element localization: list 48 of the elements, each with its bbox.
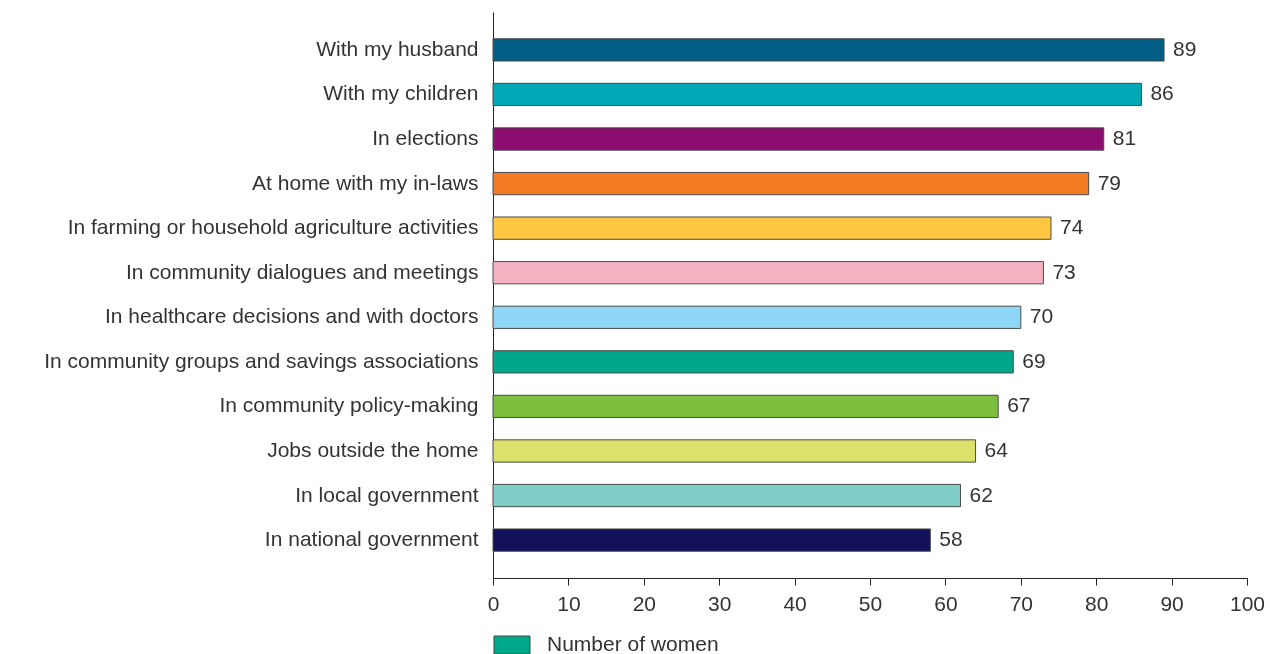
x-tick-label: 0	[487, 591, 500, 615]
bar	[492, 171, 1090, 196]
y-tick-label: In elections	[372, 126, 479, 150]
bar	[492, 38, 1165, 62]
y-tick-label: In local government	[295, 482, 479, 506]
data-label: 70	[1029, 304, 1054, 328]
x-tick-label: 80	[1085, 591, 1109, 615]
data-label: 89	[1173, 36, 1197, 60]
x-tick-label: 90	[1160, 591, 1184, 615]
x-tick-label: 40	[783, 591, 807, 615]
y-tick-label: In community dialogues and meetings	[125, 259, 479, 283]
y-tick-label: In community policy-making	[219, 393, 479, 417]
y-tick-label: In national government	[264, 527, 479, 551]
data-label: 79	[1097, 170, 1122, 194]
data-label: 81	[1112, 126, 1137, 150]
bar	[492, 350, 1014, 374]
x-tick-label: 30	[708, 591, 732, 615]
bar	[492, 216, 1052, 240]
data-label: 64	[984, 437, 1009, 461]
x-tick-label: 50	[858, 591, 883, 615]
y-tick-label: In community groups and savings associations	[44, 348, 479, 372]
bar	[492, 261, 1044, 285]
bar	[492, 82, 1142, 107]
y-tick-label: In farming or household agriculture activities	[67, 215, 479, 239]
data-label: 86	[1150, 81, 1174, 105]
bar	[492, 483, 961, 508]
bar	[492, 439, 977, 463]
data-label: 58	[939, 527, 963, 551]
data-label: 73	[1052, 259, 1076, 283]
y-tick-label: Jobs outside the home	[267, 437, 479, 461]
y-tick-label: In healthcare decisions and with doctors	[104, 304, 479, 328]
data-label: 62	[969, 482, 993, 506]
bar	[492, 528, 931, 552]
data-label: 74	[1059, 215, 1084, 239]
bar	[492, 305, 1022, 329]
data-label: 69	[1022, 348, 1046, 372]
x-tick-label: 20	[632, 591, 656, 615]
x-tick-label: 10	[557, 591, 581, 615]
y-tick-label: At home with my in-laws	[252, 170, 479, 194]
data-label: 67	[1007, 393, 1031, 417]
x-tick-label: 100	[1229, 591, 1266, 615]
x-tick-label: 60	[934, 591, 958, 615]
x-tick-label: 70	[1009, 591, 1033, 615]
legend-label: Number of women	[547, 632, 719, 654]
bar	[492, 394, 999, 419]
bar	[492, 127, 1105, 151]
y-tick-label: With my children	[323, 81, 479, 105]
y-tick-label: With my husband	[316, 36, 479, 60]
